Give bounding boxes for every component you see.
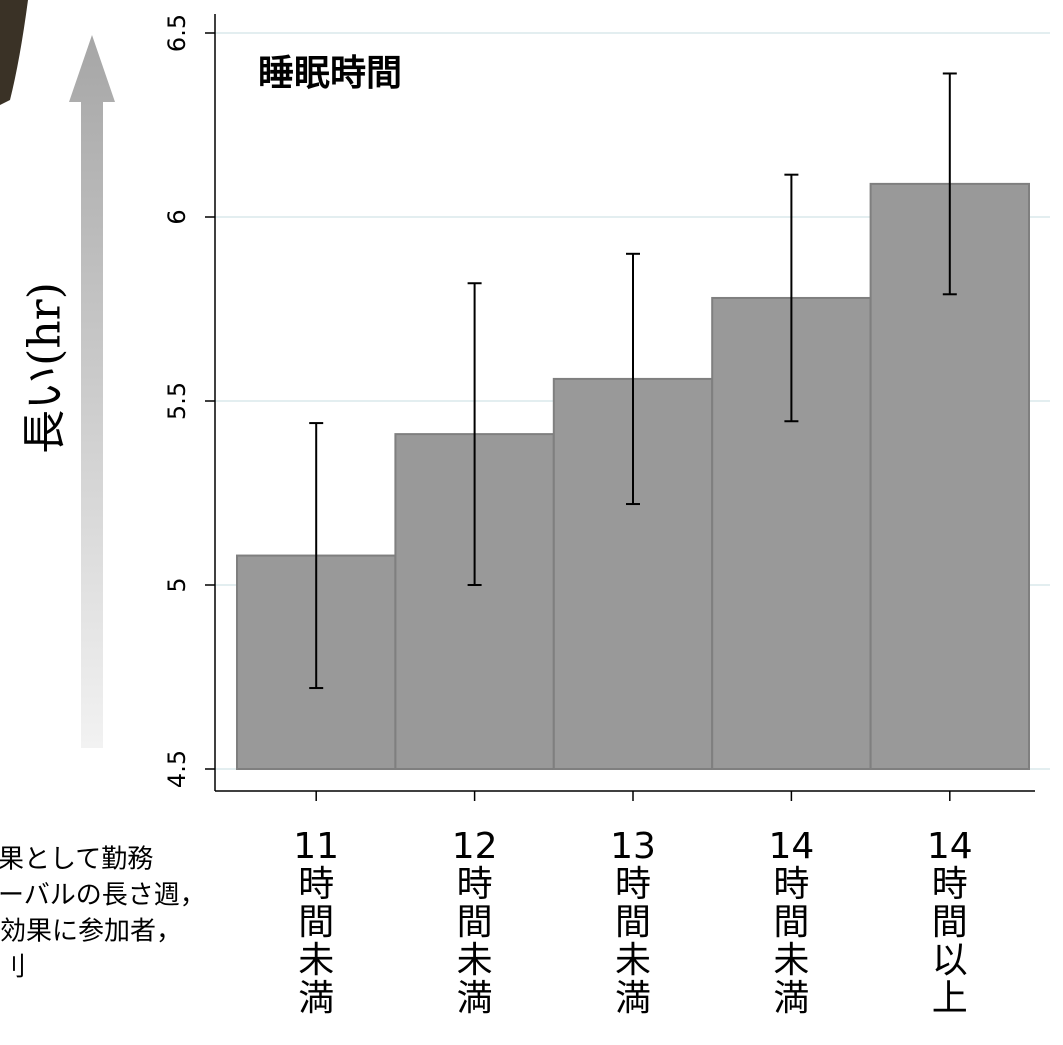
x-tick-label: 13 時間未満 xyxy=(610,826,656,1019)
side-text-line: 効果に参加者， xyxy=(0,917,182,947)
y-tick-label: 6 xyxy=(163,209,191,224)
error-bar xyxy=(626,252,640,506)
x-tick-label: 12 時間未満 xyxy=(452,826,498,1019)
photo-fragment xyxy=(0,0,28,105)
y-tick-label: 6.5 xyxy=(163,14,191,52)
x-tick-label: 14 時間以上 xyxy=(927,826,973,1019)
error-bar xyxy=(467,282,482,586)
x-tick-label: 14 時間未満 xyxy=(768,826,814,1019)
error-bar xyxy=(942,72,957,296)
side-text-line: ーバルの長さ週， xyxy=(0,881,206,911)
y-tick-label: 5 xyxy=(163,577,191,592)
error-bar xyxy=(784,173,799,423)
chart-title: 睡眠時間 xyxy=(258,53,402,94)
error-bar xyxy=(309,422,324,690)
y-tick-label: 5.5 xyxy=(163,382,191,420)
arrow xyxy=(69,35,115,748)
y-tick-label: 4.5 xyxy=(163,750,191,788)
side-text-line: 刂 xyxy=(0,953,26,983)
x-tick-label: 11 時間未満 xyxy=(293,826,339,1019)
side-text-line: 果として勤務 xyxy=(0,845,153,875)
y-axis-title: 長い(hr) xyxy=(20,282,71,454)
